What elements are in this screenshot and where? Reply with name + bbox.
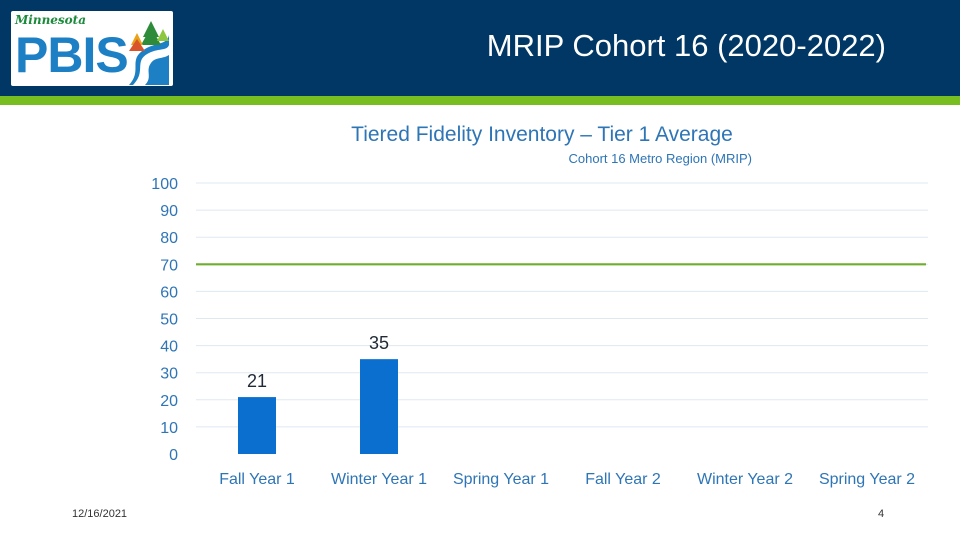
logo-letters: PBIS bbox=[15, 27, 129, 83]
pbis-logo: Minnesota PBIS bbox=[11, 11, 173, 86]
y-tick-label: 50 bbox=[160, 312, 178, 329]
y-tick-label: 90 bbox=[160, 203, 178, 220]
data-label: 21 bbox=[247, 371, 267, 391]
y-tick-label: 10 bbox=[160, 420, 178, 437]
x-tick-label: Winter Year 1 bbox=[331, 471, 427, 488]
logo-script-text: Minnesota bbox=[15, 13, 87, 27]
y-tick-label: 70 bbox=[160, 257, 178, 274]
footer-date: 12/16/2021 bbox=[72, 508, 128, 520]
y-tick-label: 40 bbox=[160, 339, 178, 356]
x-tick-label: Fall Year 2 bbox=[585, 471, 661, 488]
x-axis-categories: Fall Year 1 Winter Year 1 Spring Year 1 Fal… bbox=[219, 471, 915, 488]
y-tick-label: 60 bbox=[160, 284, 178, 301]
data-label: 35 bbox=[369, 333, 389, 353]
bars bbox=[238, 359, 398, 454]
x-tick-label: Spring Year 1 bbox=[453, 471, 549, 488]
logo-trees-icon bbox=[129, 21, 169, 85]
bar bbox=[360, 359, 398, 454]
y-tick-label: 100 bbox=[151, 176, 178, 193]
data-labels: 21 35 bbox=[247, 333, 389, 391]
y-tick-label: 30 bbox=[160, 366, 178, 383]
x-tick-label: Winter Year 2 bbox=[697, 471, 793, 488]
y-tick-label: 80 bbox=[160, 230, 178, 247]
x-tick-label: Spring Year 2 bbox=[819, 471, 915, 488]
bar bbox=[238, 397, 276, 454]
chart-subtitle: Cohort 16 Metro Region (MRIP) bbox=[568, 151, 752, 166]
gridlines bbox=[196, 182, 928, 428]
accent-bar bbox=[0, 96, 960, 105]
page-title: MRIP Cohort 16 (2020-2022) bbox=[486, 28, 886, 63]
chart-title: Tiered Fidelity Inventory – Tier 1 Avera… bbox=[351, 123, 733, 146]
y-tick-label: 0 bbox=[169, 447, 178, 464]
x-tick-label: Fall Year 1 bbox=[219, 471, 295, 488]
tfi-bar-chart: Tiered Fidelity Inventory – Tier 1 Avera… bbox=[151, 123, 928, 488]
y-tick-label: 20 bbox=[160, 393, 178, 410]
y-axis-ticks: 0 10 20 30 40 50 60 70 80 90 100 bbox=[151, 176, 178, 464]
page-number: 4 bbox=[878, 508, 885, 520]
